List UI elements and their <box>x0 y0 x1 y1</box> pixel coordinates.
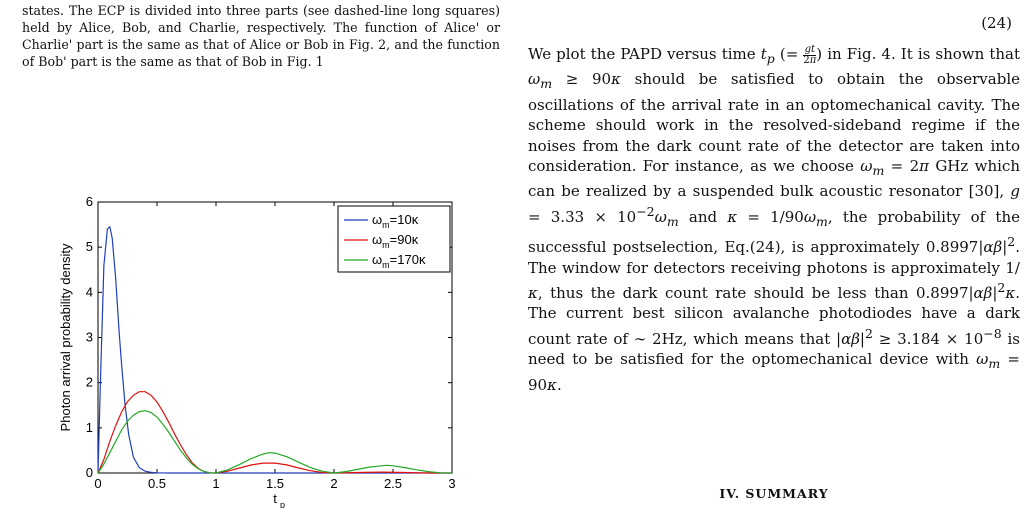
y-tick-label: 2 <box>86 375 93 390</box>
section-title: IV. SUMMARY <box>719 486 829 501</box>
legend-entry-2: ωm=90κ <box>372 232 419 250</box>
body-paragraph: We plot the PAPD versus time tp (= gt 2π)… <box>528 43 1021 394</box>
x-tick-label: 2.5 <box>384 476 402 491</box>
figure-caption-tail: states. The ECP is divided into three pa… <box>22 3 500 69</box>
legend-box <box>337 205 451 273</box>
x-tick-label: 1 <box>212 476 219 491</box>
x-tick-label: 1.5 <box>266 476 284 491</box>
y-axis-label: Photon arrival probability density <box>58 243 73 431</box>
y-tick-label: 0 <box>86 465 93 480</box>
x-tick-label: 0.5 <box>148 476 166 491</box>
x-axis-label: t <box>273 491 277 506</box>
series-line-3 <box>97 410 453 474</box>
legend-entry-3: ωm=170κ <box>372 252 426 270</box>
photon-arrival-chart: 0 0.5 1 1.5 2 2.5 3 0 1 2 3 4 5 6 t p Photon arrival pro… <box>58 194 456 508</box>
x-tick-label: 0 <box>94 476 101 491</box>
x-axis-label-sub: p <box>280 500 285 508</box>
y-tick-label: 3 <box>86 330 93 345</box>
y-tick-label: 6 <box>86 194 93 209</box>
equation-number: (24) <box>981 14 1012 32</box>
y-tick-label: 4 <box>86 284 93 299</box>
x-tick-label: 3 <box>448 476 455 491</box>
left-column: states. The ECP is divided into three pa… <box>22 0 500 508</box>
y-tick-label: 1 <box>86 420 93 435</box>
legend-entry-1: ωm=10κ <box>372 212 419 230</box>
y-tick-label: 5 <box>86 239 93 254</box>
series-line-1 <box>97 225 452 474</box>
x-tick-label: 2 <box>330 476 337 491</box>
